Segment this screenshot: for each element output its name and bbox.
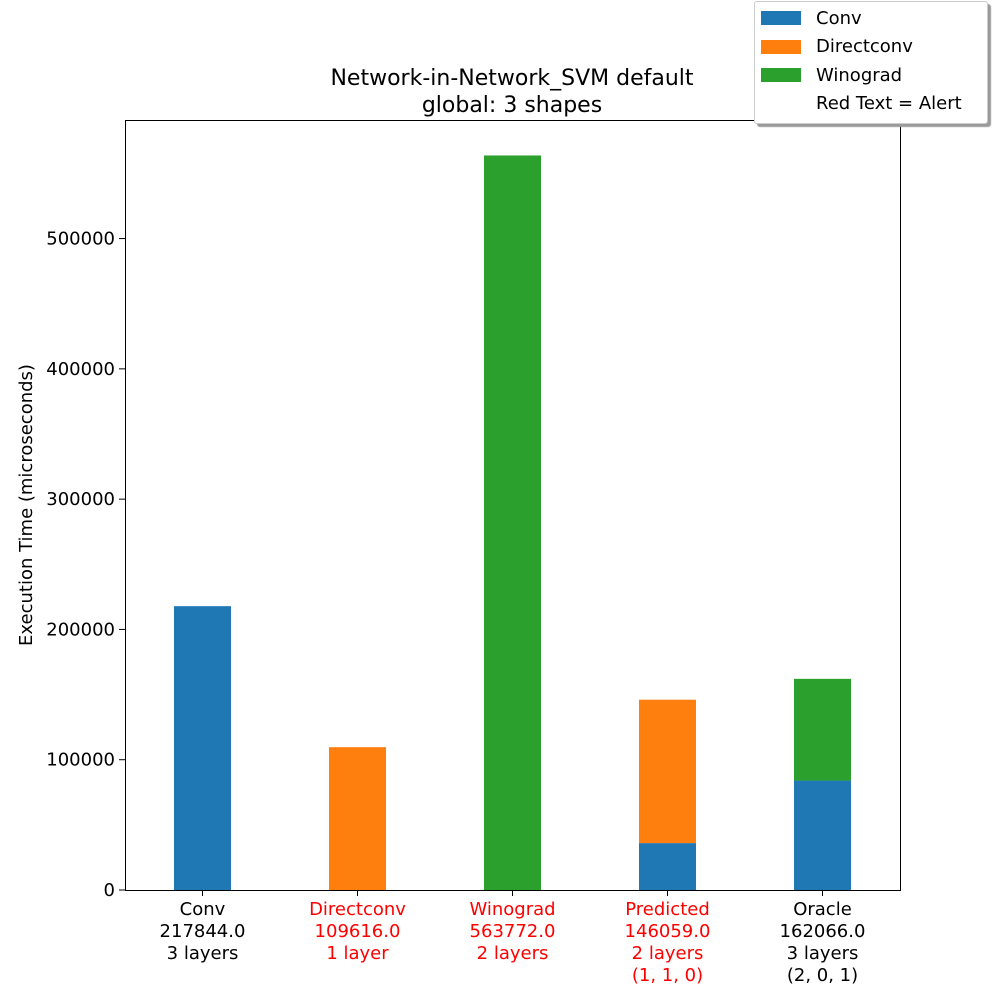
- y-axis-label: Execution Time (microseconds): [16, 364, 37, 646]
- x-tick-label: Winograd 563772.0 2 layers: [469, 899, 555, 964]
- legend-item: Red Text = Alert: [761, 93, 962, 115]
- x-tick-label: Conv 217844.0 3 layers: [160, 899, 246, 964]
- chart-title-line: global: 3 shapes: [422, 93, 602, 118]
- x-tick-label: Directconv 109616.0 1 layer: [309, 899, 406, 964]
- legend-label: Directconv: [816, 36, 913, 57]
- legend-swatch: [761, 11, 801, 25]
- y-tick-label: 500000: [46, 229, 115, 250]
- bar-directconv: [329, 747, 386, 890]
- bar-winograd: [794, 678, 851, 781]
- bar-conv: [639, 843, 696, 890]
- bars: [174, 155, 851, 890]
- y-tick-label: 200000: [46, 619, 115, 640]
- x-tick-label: Oracle 162066.0 3 layers (2, 0, 1): [780, 899, 866, 986]
- legend-swatch: [761, 68, 801, 82]
- legend-label: Red Text = Alert: [816, 93, 962, 114]
- legend-swatch: [761, 97, 801, 111]
- legend-item: Winograd: [761, 64, 902, 86]
- bar-directconv: [639, 699, 696, 844]
- bar-conv: [174, 606, 231, 890]
- x-axis: Conv 217844.0 3 layers Directconv 109616.0 1 …: [160, 890, 866, 986]
- legend: Conv Directconv Winograd Red Text = Alert: [754, 1, 988, 124]
- bar-winograd: [484, 155, 541, 890]
- bar-conv: [794, 780, 851, 890]
- y-tick-label: 100000: [46, 750, 115, 771]
- y-tick-label: 0: [104, 880, 115, 901]
- y-tick-label: 300000: [46, 489, 115, 510]
- legend-swatch: [761, 39, 801, 54]
- y-tick-label: 400000: [46, 359, 115, 380]
- y-axis: 0 100000 200000 300000 400000 500000: [46, 229, 125, 901]
- legend-label: Conv: [816, 7, 862, 29]
- legend-item: Conv: [761, 7, 862, 29]
- x-tick-label: Predicted 146059.0 2 layers (1, 1, 0): [625, 899, 711, 986]
- legend-label: Winograd: [816, 64, 903, 86]
- legend-item: Directconv: [761, 36, 913, 58]
- chart-title-line: Network-in-Network_SVM default: [330, 66, 693, 91]
